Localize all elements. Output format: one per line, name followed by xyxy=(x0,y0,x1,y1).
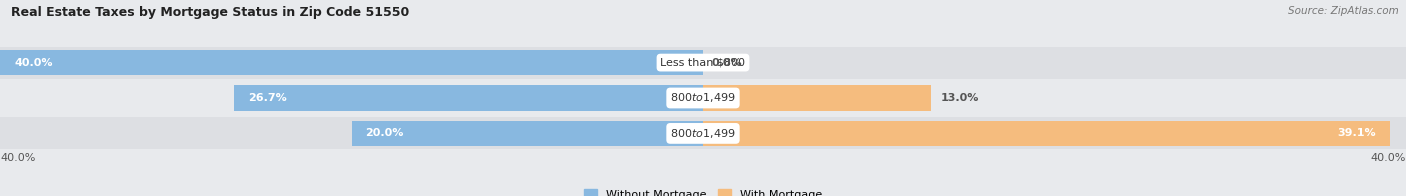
Bar xyxy=(0,82,1406,114)
Text: 0.0%: 0.0% xyxy=(711,58,742,68)
Bar xyxy=(703,85,932,111)
Bar xyxy=(352,121,703,146)
Text: $800 to $1,499: $800 to $1,499 xyxy=(671,92,735,104)
Text: 20.0%: 20.0% xyxy=(366,128,404,138)
Text: 40.0%: 40.0% xyxy=(1371,153,1406,163)
Text: Less than $800: Less than $800 xyxy=(661,58,745,68)
Text: Source: ZipAtlas.com: Source: ZipAtlas.com xyxy=(1288,6,1399,16)
Bar xyxy=(703,121,1391,146)
Bar xyxy=(0,50,703,75)
Text: 40.0%: 40.0% xyxy=(14,58,52,68)
Text: $800 to $1,499: $800 to $1,499 xyxy=(671,127,735,140)
Text: 26.7%: 26.7% xyxy=(247,93,287,103)
Bar xyxy=(233,85,703,111)
Text: Real Estate Taxes by Mortgage Status in Zip Code 51550: Real Estate Taxes by Mortgage Status in … xyxy=(11,6,409,19)
Bar xyxy=(0,117,1406,149)
Text: 13.0%: 13.0% xyxy=(941,93,979,103)
Bar xyxy=(0,47,1406,79)
Text: 39.1%: 39.1% xyxy=(1337,128,1376,138)
Text: 40.0%: 40.0% xyxy=(0,153,35,163)
Legend: Without Mortgage, With Mortgage: Without Mortgage, With Mortgage xyxy=(579,185,827,196)
